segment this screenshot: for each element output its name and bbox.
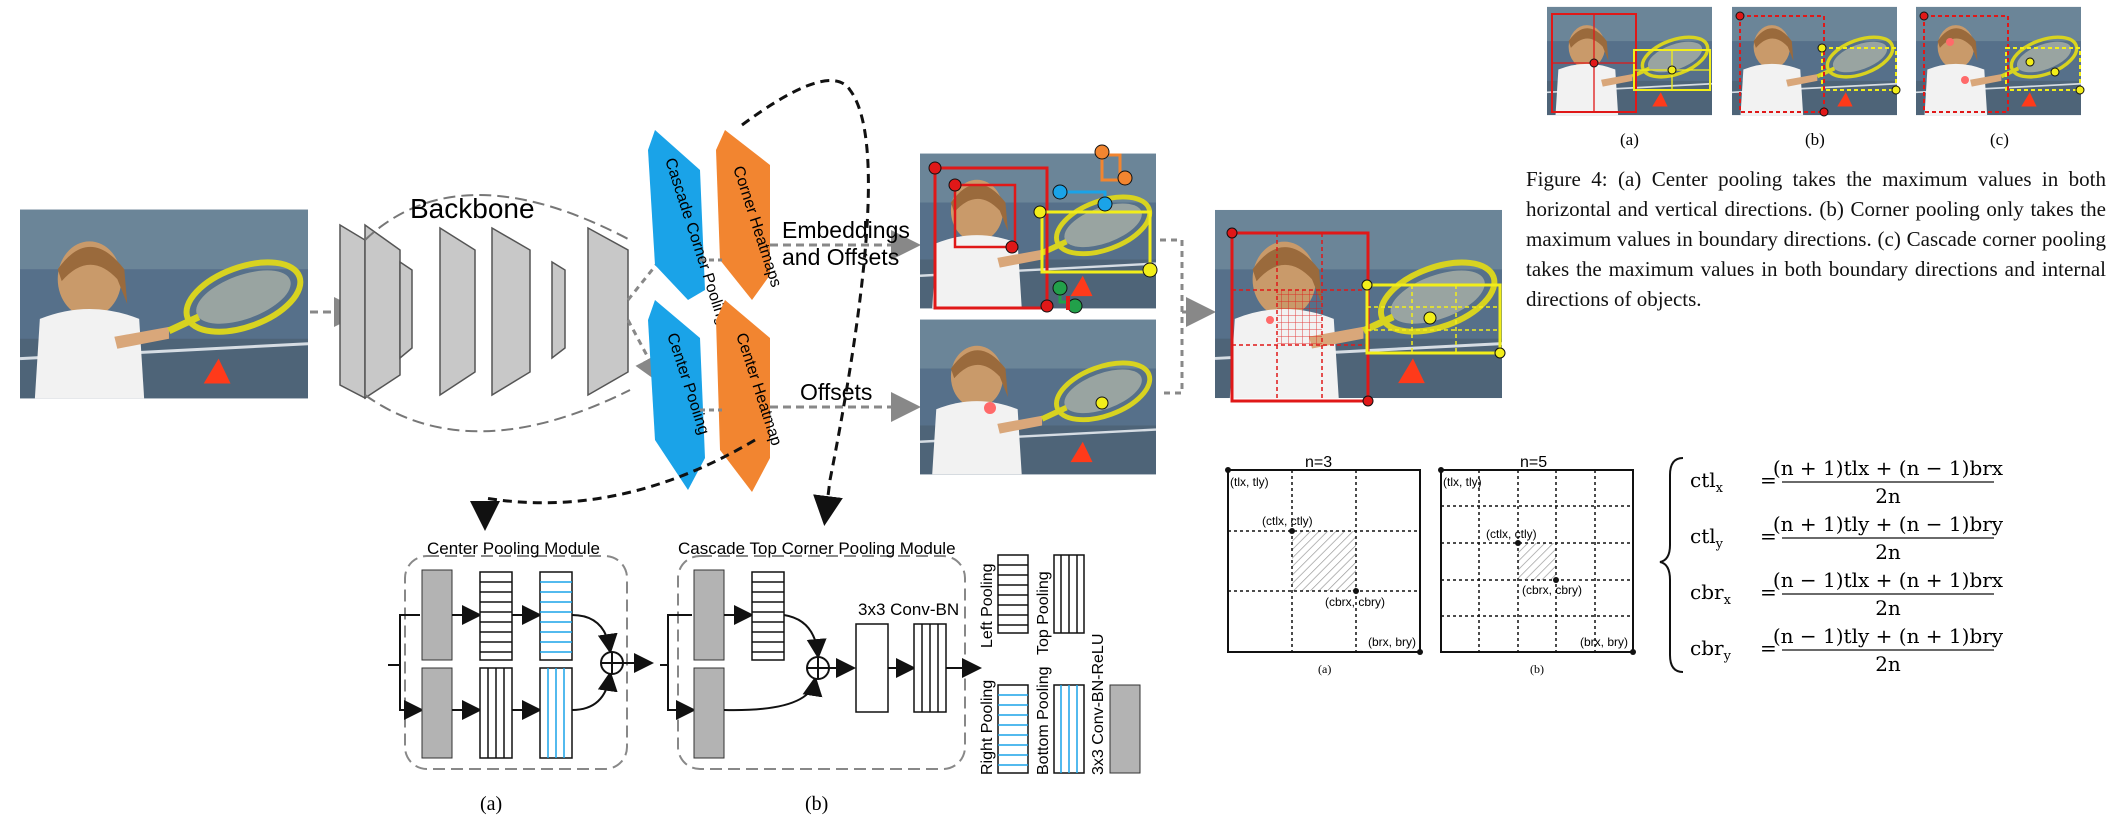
grid-n5-title: n=5 [1520,454,1547,471]
eq2-den: 2n [1875,596,1901,620]
curve-arrow-corner-module [741,79,870,526]
left-pooling-label: Left Pooling [979,563,996,648]
embeddings-label-1: Embeddings [782,217,910,243]
eq1-num: (n + 1)tly + (n − 1)bry [1773,512,2004,536]
cascade-module-title: Cascade Top Corner Pooling Module [678,539,956,558]
grid-n5-ctl: (ctlx, ctly) [1486,527,1537,541]
result-image-corners [920,144,1158,314]
center-module-title: Center Pooling Module [427,539,600,558]
curve-arrow-center-module [470,438,756,531]
eq0-den: 2n [1875,484,1901,508]
fig4-thumb-a [1547,7,1713,115]
grid-n5: n=5 (tlx, tly) (ctlx, ctly) (cbrx, cbry)… [1438,454,1636,676]
input-image [20,210,310,399]
figure4-caption: Figure 4: (a) Center pooling takes the m… [1526,167,2106,311]
final-result-image [1215,210,1506,407]
embeddings-label-2: and Offsets [782,244,899,270]
svg-text:=: = [1760,580,1777,604]
sub-label-a: (a) [480,793,502,815]
backbone-label: Backbone [410,193,535,224]
top-pooling-label: Top Pooling [1035,571,1052,655]
merge-arrow [1160,238,1210,395]
eq2-lhs: cbrx [1690,580,1732,608]
conv-bn-relu-label: 3x3 Conv-BN-ReLU [1090,634,1107,775]
fig4-thumb-c [1916,7,2085,115]
eq3-lhs: cbry [1690,636,1732,664]
equation-1: ctly = (n + 1)tly + (n − 1)bry 2n [1690,512,2004,564]
backbone [339,194,631,433]
right-pooling-label: Right Pooling [979,680,996,775]
fig4-sub-c: (c) [1990,130,2009,149]
grid-n3: n=3 (tlx, tly) (ctlx, ctly) (cbrx, cbry)… [1225,454,1423,676]
grid-n5-tl: (tlx, tly) [1443,475,1482,489]
svg-text:=: = [1760,636,1777,660]
grid-n5-cbr: (cbrx, cbry) [1522,583,1582,597]
eq1-lhs: ctly [1690,524,1724,552]
grid-n3-ctl: (ctlx, ctly) [1262,514,1313,528]
offsets-label: Offsets [800,379,872,405]
sub-label-b: (b) [805,793,828,815]
svg-text:=: = [1760,468,1777,492]
eq1-den: 2n [1875,540,1901,564]
grid-n3-cbr: (cbrx, cbry) [1325,595,1385,609]
grid-n3-br: (brx, bry) [1368,635,1416,649]
equation-3: cbry = (n − 1)tly + (n + 1)bry 2n [1690,624,2004,676]
grid-n3-title: n=3 [1305,454,1332,471]
fig4-sub-a: (a) [1620,130,1639,149]
center-pooling-block: Center Pooling [648,300,712,490]
center-pooling-module: Center Pooling Module [388,539,654,770]
grid-n5-sub: (b) [1530,662,1544,676]
equation-0: ctlx = (n + 1)tlx + (n − 1)brx 2n [1690,456,2004,508]
grid-n3-sub: (a) [1318,662,1331,676]
corner-heatmaps-block: Corner Heatmaps [716,130,784,300]
result-image-center [920,320,1157,475]
grid-n3-tl: (tlx, tly) [1230,475,1269,489]
arrow-backbone-corner [626,259,662,301]
cascade-top-corner-module: Cascade Top Corner Pooling Module 3x3 Co… [660,539,982,770]
grid-n5-br: (brx, bry) [1580,635,1628,649]
conv-bn-label: 3x3 Conv-BN [858,600,959,619]
equations: ctlx = (n + 1)tlx + (n − 1)brx 2n ctly =… [1659,456,2004,676]
bottom-pooling-label: Bottom Pooling [1035,666,1052,775]
eq0-num: (n + 1)tlx + (n − 1)brx [1773,456,2004,480]
fig4-sub-b: (b) [1805,130,1825,149]
equation-2: cbrx = (n − 1)tlx + (n + 1)brx 2n [1690,568,2004,620]
center-heatmap-block: Center Heatmap [716,300,785,492]
pooling-legend: Left Pooling Top Pooling Right Pooling B… [979,554,1141,775]
eq2-num: (n − 1)tlx + (n + 1)brx [1773,568,2004,592]
eq0-lhs: ctlx [1690,468,1724,496]
eq3-num: (n − 1)tly + (n + 1)bry [1773,624,2004,648]
eq3-den: 2n [1875,652,1901,676]
svg-text:=: = [1760,524,1777,548]
fig4-thumb-b [1732,7,1901,117]
